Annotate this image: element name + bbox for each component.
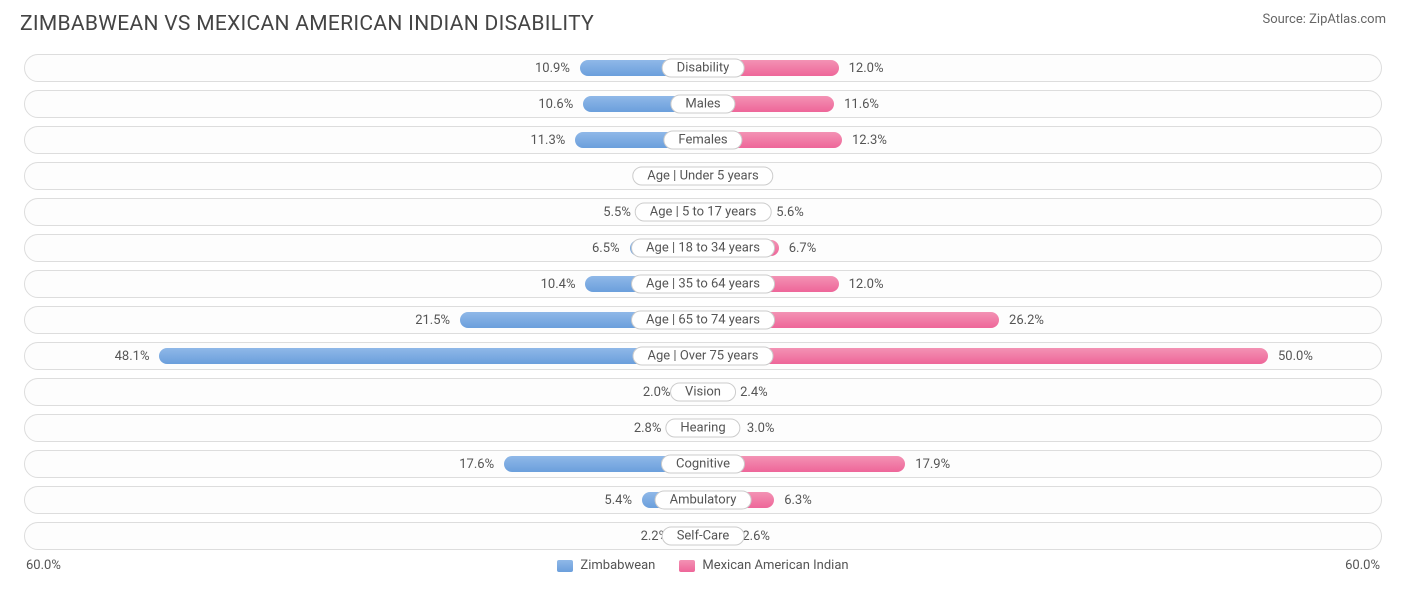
left-value: 17.6% (449, 457, 504, 472)
chart-row: 21.5% 26.2% Age | 65 to 74 years (24, 306, 1382, 334)
category-label: Age | 5 to 17 years (635, 203, 772, 222)
left-value: 10.4% (531, 277, 586, 292)
chart-row: 5.4% 6.3% Ambulatory (24, 486, 1382, 514)
category-label: Age | 65 to 74 years (631, 311, 775, 330)
chart-source: Source: ZipAtlas.com (1262, 12, 1386, 27)
category-label: Vision (670, 383, 736, 402)
axis-max-left: 60.0% (26, 558, 61, 573)
left-value: 48.1% (105, 349, 160, 364)
legend-item-right: Mexican American Indian (679, 558, 848, 573)
right-value: 50.0% (1268, 349, 1323, 364)
chart-row: 10.6% 11.6% Males (24, 90, 1382, 118)
category-label: Age | Under 5 years (632, 167, 773, 186)
chart-title: ZIMBABWEAN VS MEXICAN AMERICAN INDIAN DI… (20, 12, 594, 36)
row-left-half: 48.1% (25, 343, 703, 369)
axis-max-right: 60.0% (1345, 558, 1380, 573)
row-right-half: 2.6% (703, 523, 1381, 549)
row-right-half: 2.4% (703, 379, 1381, 405)
row-left-half: 2.2% (25, 523, 703, 549)
row-left-half: 11.3% (25, 127, 703, 153)
chart-row: 2.8% 3.0%Hearing (24, 414, 1382, 442)
category-label: Males (670, 95, 735, 114)
chart-row: 10.4% 12.0% Age | 35 to 64 years (24, 270, 1382, 298)
left-value: 21.5% (405, 313, 460, 328)
row-left-half: 6.5% (25, 235, 703, 261)
chart-row: 6.5% 6.7% Age | 18 to 34 years (24, 234, 1382, 262)
row-left-half: 10.6% (25, 91, 703, 117)
right-value: 17.9% (905, 457, 960, 472)
row-right-half: 12.0% (703, 271, 1381, 297)
left-value: 11.3% (520, 133, 575, 148)
row-right-half: 11.6% (703, 91, 1381, 117)
category-label: Females (663, 131, 742, 150)
row-right-half: 1.3% (703, 163, 1381, 189)
row-right-half: 6.3% (703, 487, 1381, 513)
category-label: Age | Over 75 years (633, 347, 774, 366)
chart-row: 1.2%1.3%Age | Under 5 years (24, 162, 1382, 190)
chart-row: 2.2%2.6%Self-Care (24, 522, 1382, 550)
right-bar (703, 348, 1268, 364)
left-bar (159, 348, 703, 364)
row-right-half: 5.6% (703, 199, 1381, 225)
row-left-half: 10.4% (25, 271, 703, 297)
right-value: 5.6% (766, 205, 814, 220)
left-value: 10.6% (528, 97, 583, 112)
right-value: 12.0% (839, 277, 894, 292)
row-left-half: 1.2% (25, 163, 703, 189)
right-value: 6.3% (774, 493, 822, 508)
chart-row: 48.1% 50.0% Age | Over 75 years (24, 342, 1382, 370)
category-label: Disability (662, 59, 745, 78)
category-label: Age | 35 to 64 years (631, 275, 775, 294)
right-value: 12.3% (842, 133, 897, 148)
row-left-half: 5.4% (25, 487, 703, 513)
legend-label-left: Zimbabwean (580, 558, 655, 573)
right-value: 26.2% (999, 313, 1054, 328)
legend: Zimbabwean Mexican American Indian (557, 558, 848, 573)
chart-row: 5.5% 5.6%Age | 5 to 17 years (24, 198, 1382, 226)
row-right-half: 17.9% (703, 451, 1381, 477)
chart-area: 10.9% 12.0% Disability 10.6% 11.6% Males 11.3%… (20, 54, 1386, 550)
left-value: 5.4% (594, 493, 642, 508)
row-right-half: 6.7% (703, 235, 1381, 261)
chart-header: ZIMBABWEAN VS MEXICAN AMERICAN INDIAN DI… (20, 12, 1386, 36)
row-left-half: 17.6% (25, 451, 703, 477)
right-value: 12.0% (839, 61, 894, 76)
category-label: Cognitive (661, 455, 745, 474)
chart-row: 10.9% 12.0% Disability (24, 54, 1382, 82)
chart-footer: 60.0% Zimbabwean Mexican American Indian… (20, 558, 1386, 573)
row-right-half: 3.0% (703, 415, 1381, 441)
left-value: 10.9% (525, 61, 580, 76)
right-value: 6.7% (779, 241, 827, 256)
chart-row: 2.0% 2.4%Vision (24, 378, 1382, 406)
chart-row: 17.6% 17.9% Cognitive (24, 450, 1382, 478)
row-left-half: 21.5% (25, 307, 703, 333)
right-value: 3.0% (737, 421, 785, 436)
category-label: Age | 18 to 34 years (631, 239, 775, 258)
row-right-half: 50.0% (703, 343, 1381, 369)
left-value: 2.8% (624, 421, 672, 436)
right-value: 11.6% (834, 97, 889, 112)
category-label: Hearing (665, 419, 740, 438)
legend-swatch-left (557, 560, 573, 572)
left-value: 6.5% (582, 241, 630, 256)
row-left-half: 5.5% (25, 199, 703, 225)
chart-row: 11.3% 12.3% Females (24, 126, 1382, 154)
legend-item-left: Zimbabwean (557, 558, 655, 573)
row-right-half: 12.0% (703, 55, 1381, 81)
row-right-half: 26.2% (703, 307, 1381, 333)
category-label: Self-Care (662, 527, 745, 546)
right-value: 2.4% (730, 385, 778, 400)
row-left-half: 2.0% (25, 379, 703, 405)
row-left-half: 10.9% (25, 55, 703, 81)
legend-swatch-right (679, 560, 695, 572)
legend-label-right: Mexican American Indian (702, 558, 848, 573)
row-right-half: 12.3% (703, 127, 1381, 153)
row-left-half: 2.8% (25, 415, 703, 441)
category-label: Ambulatory (655, 491, 752, 510)
